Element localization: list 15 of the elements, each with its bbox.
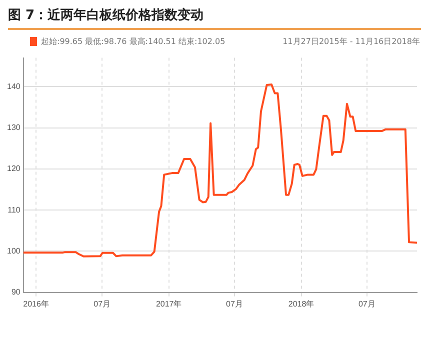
x-tick-label: 2018年 [288, 299, 314, 308]
y-tick-label: 90 [11, 288, 21, 297]
text: 11月27日2015年 - 11月16日2018年 [282, 36, 420, 47]
text: 起始:99.65 最低:98.76 最高:140.51 结束:102.05 [41, 36, 226, 47]
y-tick-label: 100 [6, 246, 21, 256]
y-tick-label: 120 [6, 164, 21, 174]
y-tick-label: 140 [6, 82, 21, 91]
x-tick-label: 07月 [358, 299, 376, 308]
x-tick-label: 07月 [94, 299, 111, 308]
x-tick-label: 07月 [226, 299, 243, 308]
chart-title: 图 7：近两年白板纸价格指数变动 [8, 6, 204, 24]
y-tick-label: 110 [8, 205, 21, 214]
x-tick-label: 2017年 [156, 299, 182, 308]
y-tick-label: 130 [6, 122, 21, 132]
x-tick-label: 2016年 [23, 299, 49, 308]
